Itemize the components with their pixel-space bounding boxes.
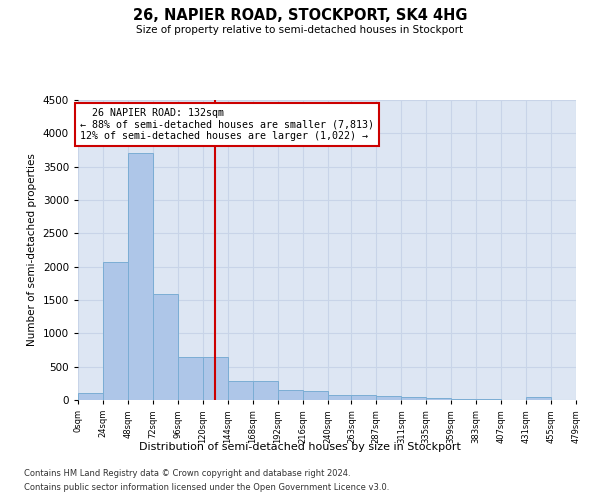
Bar: [526, 396, 551, 400]
Bar: [278, 390, 302, 400]
Bar: [426, 398, 451, 400]
Bar: [103, 262, 128, 400]
Bar: [253, 382, 278, 400]
Bar: [401, 398, 426, 400]
Bar: [203, 358, 228, 400]
Text: Contains public sector information licensed under the Open Government Licence v3: Contains public sector information licen…: [24, 484, 389, 492]
Text: Size of property relative to semi-detached houses in Stockport: Size of property relative to semi-detach…: [136, 25, 464, 35]
Text: Contains HM Land Registry data © Crown copyright and database right 2024.: Contains HM Land Registry data © Crown c…: [24, 468, 350, 477]
Bar: [178, 358, 203, 400]
Bar: [153, 294, 178, 400]
Bar: [352, 395, 376, 400]
Bar: [376, 396, 401, 400]
Bar: [302, 390, 328, 400]
Text: 26 NAPIER ROAD: 132sqm
← 88% of semi-detached houses are smaller (7,813)
12% of : 26 NAPIER ROAD: 132sqm ← 88% of semi-det…: [80, 108, 374, 141]
Y-axis label: Number of semi-detached properties: Number of semi-detached properties: [27, 154, 37, 346]
Bar: [128, 154, 153, 400]
Bar: [78, 394, 103, 400]
Bar: [328, 394, 352, 400]
Text: Distribution of semi-detached houses by size in Stockport: Distribution of semi-detached houses by …: [139, 442, 461, 452]
Bar: [228, 380, 253, 400]
Text: 26, NAPIER ROAD, STOCKPORT, SK4 4HG: 26, NAPIER ROAD, STOCKPORT, SK4 4HG: [133, 8, 467, 22]
